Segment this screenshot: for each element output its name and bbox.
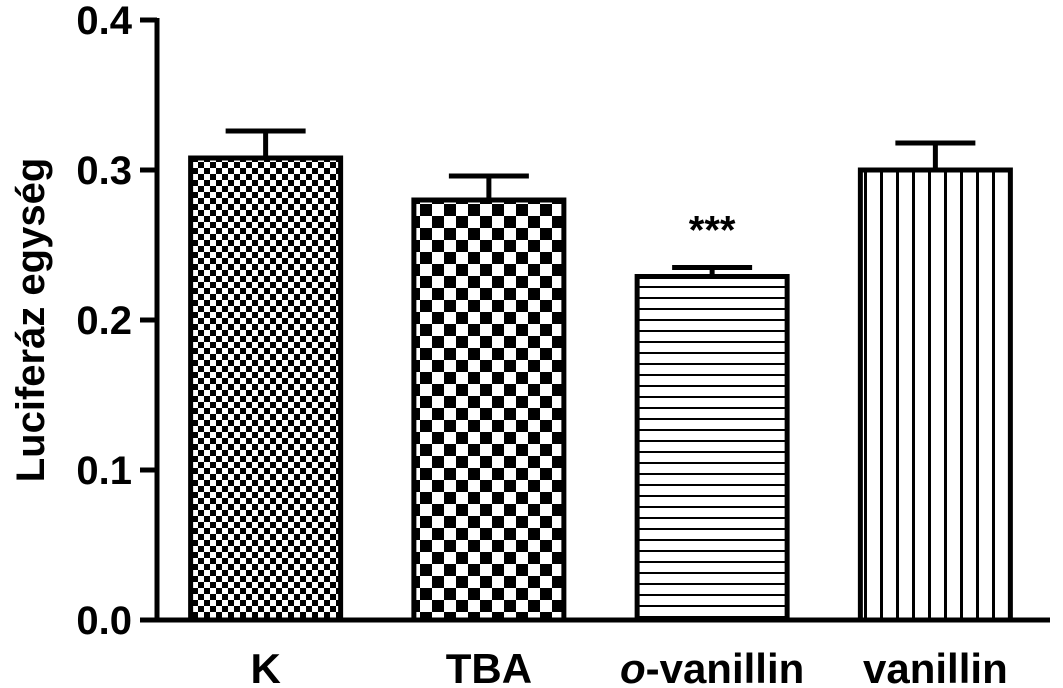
y-tick-label: 0.4 xyxy=(76,0,132,43)
x-tick-label-prefix: o xyxy=(620,645,646,688)
error-bars xyxy=(225,128,976,277)
y-tick-label: 0.1 xyxy=(76,449,132,493)
y-tick-label: 0.2 xyxy=(76,299,132,343)
y-tick-label: 0.0 xyxy=(76,599,132,643)
x-tick-label-text: vanillin xyxy=(863,645,1008,688)
x-tick-label-text: -vanillin xyxy=(646,645,805,688)
x-tick-label-text: K xyxy=(250,645,280,688)
x-tick-label-text: TBA xyxy=(446,645,532,688)
bar xyxy=(634,274,790,623)
significance-label: *** xyxy=(689,209,736,253)
x-tick-label: TBA xyxy=(446,645,532,688)
y-axis-label: Luciferáz egység xyxy=(9,158,53,483)
bar xyxy=(411,197,567,623)
annotations: *** xyxy=(689,209,736,253)
x-axis-labels: K TBA o-vanillin vanillin xyxy=(250,645,1007,688)
y-tick-label: 0.3 xyxy=(76,149,132,193)
bar xyxy=(188,155,344,623)
x-tick-label: K xyxy=(250,645,280,688)
y-ticks: 0.0 0.1 0.2 0.3 0.4 xyxy=(76,0,157,643)
x-tick-label: vanillin xyxy=(863,645,1008,688)
bar xyxy=(857,167,1013,623)
x-tick-label: o-vanillin xyxy=(620,645,804,688)
bars xyxy=(188,155,1013,623)
